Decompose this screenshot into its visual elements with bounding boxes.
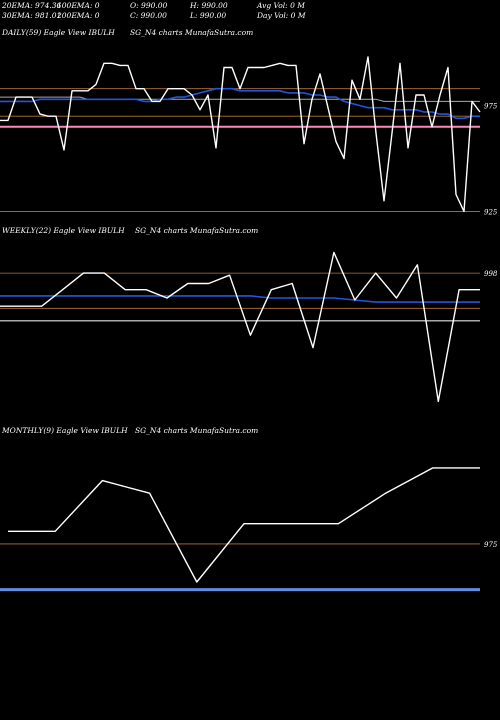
monthly-panel-label: MONTHLY(9) Eagle View IBULH xyxy=(2,426,128,435)
close-text: C: 990.00 xyxy=(130,11,167,20)
weekly-panel-label: WEEKLY(22) Eagle View IBULH xyxy=(2,226,125,235)
daily-ema2-line xyxy=(0,96,480,102)
ema30-text: 30EMA: 981.01 xyxy=(2,11,62,20)
high-text: H: 990.00 xyxy=(190,1,228,10)
monthly-ytick-0: 975 xyxy=(484,541,498,549)
daily-ytick-1: 925 xyxy=(484,208,498,216)
daily-price-line xyxy=(0,56,481,213)
avg-vol-text: Avg Vol: 0 M xyxy=(257,1,305,10)
daily-panel-source: SG_N4 charts MunafaSutra.com xyxy=(130,28,254,37)
weekly-ema-line xyxy=(0,295,480,303)
ema200-text: 200EMA: 0 xyxy=(57,11,100,20)
ema20-text: 20EMA: 974.36 xyxy=(2,1,62,10)
daily-ytick-0: 975 xyxy=(484,103,498,111)
monthly-price-line xyxy=(8,467,480,583)
ema100-text: 100EMA: 0 xyxy=(57,1,100,10)
day-vol-text: Day Vol: 0 M xyxy=(257,11,306,20)
open-text: O: 990.00 xyxy=(130,1,168,10)
weekly-price-line xyxy=(0,251,480,403)
daily-ema-line xyxy=(0,87,480,120)
daily-panel-label: DAILY(59) Eagle View IBULH xyxy=(2,28,115,37)
low-text: L: 990.00 xyxy=(190,11,227,20)
weekly-panel-source: SG_N4 charts MunafaSutra.com xyxy=(135,226,259,235)
weekly-ytick-0: 998 xyxy=(484,270,498,278)
monthly-panel-source: SG_N4 charts MunafaSutra.com xyxy=(135,426,259,435)
